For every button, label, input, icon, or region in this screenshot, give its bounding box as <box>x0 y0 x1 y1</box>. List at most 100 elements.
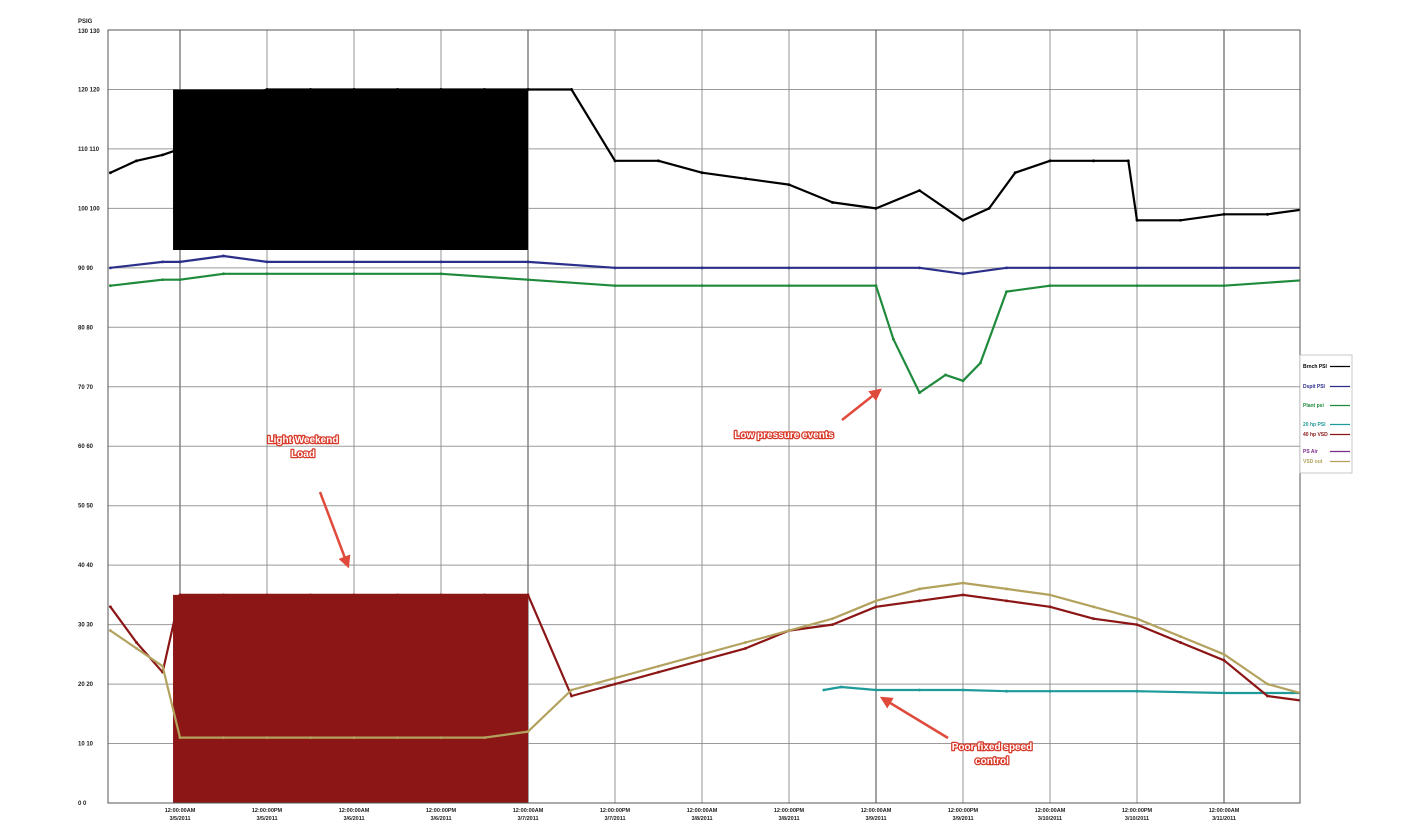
point-vsd-out-26 <box>1179 635 1182 638</box>
x-tick-date-8: 3/9/2011 <box>865 816 886 822</box>
legend-box <box>1299 354 1353 474</box>
point-brnch-psi-16 <box>744 177 747 181</box>
point-vsd-out-22 <box>1005 587 1008 591</box>
x-tick-date-11: 3/10/2011 <box>1125 816 1149 822</box>
point-vsd-out-15 <box>700 652 704 656</box>
point-vsd-out-5 <box>265 736 269 739</box>
point-dspit-psi-3 <box>222 254 225 258</box>
point-vsd-out-11 <box>526 730 530 734</box>
series-lines <box>109 88 1313 739</box>
point-dspit-psi-11 <box>874 266 878 270</box>
annotation-poor-fixed-speed: Poor fixed speed control <box>879 696 1034 768</box>
point-vsd-out-14 <box>657 664 660 668</box>
point-dspit-psi-2 <box>178 260 182 264</box>
point-plant-psi-17 <box>1005 290 1008 294</box>
point-dspit-psi-6 <box>439 260 443 264</box>
point-brnch-psi-27 <box>1135 218 1139 222</box>
point-brnch-psi-21 <box>961 218 965 222</box>
point-plant-psi-7 <box>526 278 530 282</box>
y-tick-label-1: 110 110 <box>78 147 100 153</box>
point-brnch-psi-24 <box>1048 159 1052 163</box>
point-20-hp-psi-7 <box>1135 689 1139 693</box>
point-vsd-out-8 <box>396 736 399 739</box>
point-plant-psi-15 <box>961 379 965 383</box>
series-line-vsd-out <box>109 581 1300 739</box>
annotation-low-pressure: Low pressure events <box>733 388 882 442</box>
point-brnch-psi-9 <box>439 88 443 91</box>
x-tick-time-6: 12:00:00AM <box>687 808 718 814</box>
annotation-light-weekend-line1: Light Weekend <box>268 435 339 446</box>
point-20-hp-psi-3 <box>918 688 921 692</box>
point-plant-psi-19 <box>1135 284 1139 288</box>
y-tick-label-12: 0 0 <box>78 801 87 807</box>
x-tick-date-6: 3/8/2011 <box>691 816 712 822</box>
point-40-hp-vsd-9 <box>439 593 443 597</box>
point-vsd-out-0 <box>109 629 112 632</box>
point-vsd-out-1 <box>135 647 138 650</box>
annotations: Light Weekend Load Low pressure events P… <box>266 388 1034 768</box>
legend-label-brnch-psi: Brnch PSI <box>1303 364 1328 370</box>
x-tick-time-8: 12:00:00AM <box>861 808 892 814</box>
point-dspit-psi-5 <box>352 260 356 264</box>
point-20-hp-psi-4 <box>961 688 965 692</box>
point-vsd-out-13 <box>613 676 617 680</box>
x-tick-time-9: 12:00:00PM <box>948 808 979 814</box>
point-40-hp-vsd-26 <box>1179 641 1182 644</box>
point-dspit-psi-18 <box>1310 266 1313 269</box>
annotation-poor-fixed-speed-arrow <box>879 696 949 740</box>
point-vsd-out-16 <box>744 641 747 644</box>
point-brnch-psi-3 <box>178 147 182 151</box>
vsd-dense-region <box>173 594 529 803</box>
point-dspit-psi-8 <box>613 266 617 270</box>
point-40-hp-vsd-20 <box>918 599 921 603</box>
x-tick-date-4: 3/7/2011 <box>517 816 538 822</box>
x-tick-time-2: 12:00:00AM <box>339 808 370 814</box>
point-40-hp-vsd-13 <box>613 682 617 686</box>
point-brnch-psi-20 <box>918 189 921 192</box>
point-20-hp-psi-0 <box>822 688 826 692</box>
point-vsd-out-6 <box>309 736 312 739</box>
point-brnch-psi-4 <box>222 99 225 103</box>
x-tick-date-3: 3/6/2011 <box>430 816 451 822</box>
point-vsd-out-3 <box>178 736 182 739</box>
point-20-hp-psi-2 <box>874 688 878 692</box>
x-tick-time-5: 12:00:00PM <box>600 808 631 814</box>
x-tick-date-7: 3/8/2011 <box>778 816 799 822</box>
point-plant-psi-2 <box>178 278 182 282</box>
point-vsd-out-18 <box>831 617 834 621</box>
point-vsd-out-25 <box>1135 617 1139 621</box>
point-brnch-psi-1 <box>135 159 138 163</box>
annotation-light-weekend-line2: Load <box>291 449 315 460</box>
y-tick-label-8: 40 40 <box>78 563 94 569</box>
x-axis-ticks: 12:00:00AM 3/5/2011 12:00:00PM 3/5/2011 12:0… <box>165 808 1240 822</box>
point-plant-psi-6 <box>439 272 443 276</box>
y-top-tick-label: 130 130 <box>78 29 100 35</box>
point-vsd-out-29 <box>1310 695 1313 698</box>
y-tick-label-2: 100 100 <box>78 206 100 212</box>
point-dspit-psi-7 <box>526 260 530 264</box>
point-vsd-out-28 <box>1266 682 1269 686</box>
point-dspit-psi-12 <box>918 266 921 270</box>
y-tick-label-7: 50 50 <box>78 504 94 510</box>
point-40-hp-vsd-12 <box>570 694 573 698</box>
point-plant-psi-18 <box>1048 284 1052 288</box>
point-40-hp-vsd-1 <box>135 641 138 644</box>
point-vsd-out-23 <box>1048 593 1052 597</box>
point-brnch-psi-11 <box>526 88 530 91</box>
point-plant-psi-8 <box>613 284 617 288</box>
point-brnch-psi-13 <box>613 159 617 163</box>
point-brnch-psi-8 <box>396 88 399 91</box>
x-tick-time-1: 12:00:00PM <box>252 808 283 814</box>
point-vsd-out-9 <box>439 736 443 739</box>
point-brnch-psi-31 <box>1310 207 1313 210</box>
x-tick-time-7: 12:00:00PM <box>774 808 805 814</box>
point-plant-psi-13 <box>918 391 921 395</box>
point-dspit-psi-16 <box>1135 266 1139 270</box>
point-brnch-psi-14 <box>657 159 660 163</box>
legend: Brnch PSI Dspit PSI Plant psi 20 hp PSI 40 h… <box>1299 354 1353 474</box>
point-40-hp-vsd-7 <box>352 593 356 597</box>
point-vsd-out-4 <box>222 736 225 739</box>
y-tick-label-0: 120 120 <box>78 87 100 93</box>
point-brnch-psi-19 <box>874 206 878 210</box>
